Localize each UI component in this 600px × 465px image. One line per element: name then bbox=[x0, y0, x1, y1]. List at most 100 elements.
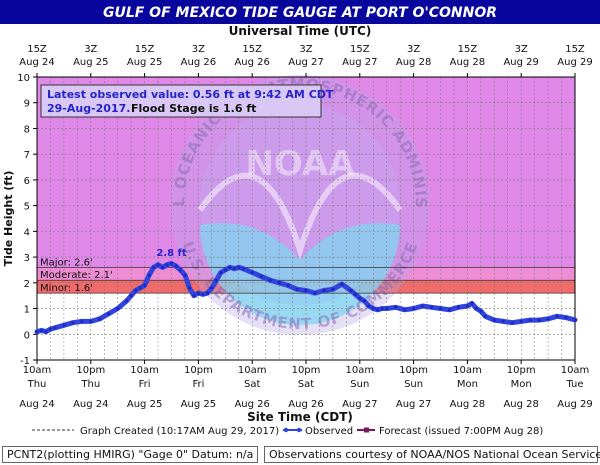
observed-point bbox=[519, 319, 523, 324]
observed-point bbox=[107, 312, 111, 316]
bottom-tick-date: Aug 28 bbox=[450, 399, 485, 410]
observed-point bbox=[169, 261, 174, 266]
observed-line bbox=[34, 261, 578, 335]
observed-point bbox=[80, 319, 84, 324]
y-tick-label: 6 bbox=[24, 176, 30, 187]
top-axis-title: Universal Time (UTC) bbox=[229, 24, 372, 38]
bottom-tick-date: Aug 24 bbox=[19, 399, 54, 410]
bottom-tick-time: 10pm bbox=[507, 365, 536, 376]
top-tick-time: 15Z bbox=[458, 44, 478, 55]
top-tick-date: Aug 29 bbox=[503, 57, 538, 68]
bottom-tick-date: Aug 27 bbox=[396, 399, 431, 410]
y-tick-label: 5 bbox=[24, 202, 30, 213]
observed-point bbox=[412, 306, 416, 311]
observed-point bbox=[429, 305, 434, 309]
observed-point bbox=[125, 299, 129, 303]
label-moderate: Moderate: 2.1' bbox=[40, 270, 113, 281]
observed-point bbox=[362, 299, 366, 303]
observed-point bbox=[501, 319, 505, 324]
bottom-tick-day: Thu bbox=[27, 379, 47, 390]
observed-point bbox=[268, 278, 272, 282]
legend-observed-dot bbox=[283, 427, 289, 433]
observed-point bbox=[313, 291, 317, 295]
observed-point bbox=[129, 294, 133, 298]
observed-point bbox=[210, 286, 214, 290]
bottom-tick-date: Aug 26 bbox=[288, 399, 323, 410]
bottom-tick-date: Aug 28 bbox=[503, 399, 538, 410]
bottom-tick-time: 10am bbox=[561, 365, 590, 376]
observed-point bbox=[376, 308, 380, 312]
top-tick-date: Aug 28 bbox=[450, 57, 485, 68]
latest-value-flood-stage: Flood Stage is 1.6 ft bbox=[131, 102, 256, 115]
observed-point bbox=[483, 314, 487, 318]
noaa-seal-gull bbox=[197, 172, 403, 260]
y-tick-label: 1 bbox=[24, 305, 30, 316]
top-tick-time: 3Z bbox=[84, 44, 97, 55]
observed-point bbox=[546, 317, 550, 321]
observed-point bbox=[353, 292, 357, 296]
observed-point bbox=[528, 318, 532, 322]
top-tick-date: Aug 28 bbox=[396, 57, 431, 68]
observed-point bbox=[237, 265, 241, 269]
observed-point bbox=[394, 305, 398, 309]
top-tick-time: 3Z bbox=[299, 44, 312, 55]
y-tick-label: 7 bbox=[24, 150, 30, 161]
label-major: Major: 2.6' bbox=[40, 257, 93, 268]
observed-point bbox=[322, 288, 326, 293]
bottom-tick-date: Aug 25 bbox=[127, 399, 162, 410]
observed-point bbox=[241, 267, 245, 271]
observed-point bbox=[438, 306, 443, 311]
observed-point bbox=[53, 326, 57, 330]
observed-point bbox=[474, 306, 478, 311]
observed-point bbox=[367, 304, 371, 308]
bottom-tick-time: 10pm bbox=[76, 365, 105, 376]
observed-point bbox=[492, 318, 496, 322]
observed-point bbox=[259, 274, 263, 278]
bottom-tick-day: Sat bbox=[244, 379, 260, 390]
top-tick-date: Aug 24 bbox=[19, 57, 54, 68]
observed-point bbox=[465, 304, 469, 308]
observed-point bbox=[98, 317, 102, 321]
x-axis-label: Site Time (CDT) bbox=[247, 410, 353, 424]
top-tick-time: 3Z bbox=[192, 44, 205, 55]
observed-point bbox=[192, 294, 196, 298]
y-tick-label: 8 bbox=[24, 124, 30, 135]
bottom-tick-date: Aug 29 bbox=[557, 399, 592, 410]
bottom-tick-time: 10pm bbox=[399, 365, 428, 376]
bottom-tick-time: 10am bbox=[130, 365, 159, 376]
y-axis-label: Tide Height (ft) bbox=[2, 171, 15, 267]
legend-created: Graph Created (10:17AM Aug 29, 2017) bbox=[80, 426, 279, 437]
top-tick-date: Aug 25 bbox=[73, 57, 108, 68]
bottom-tick-day: Tue bbox=[565, 379, 583, 390]
bottom-tick-date: Aug 25 bbox=[181, 399, 216, 410]
latest-value-box bbox=[40, 84, 322, 118]
observed-point bbox=[573, 318, 577, 322]
observed-point bbox=[205, 291, 209, 295]
top-tick-time: 15Z bbox=[350, 44, 370, 55]
observed-point bbox=[143, 283, 147, 287]
observed-point bbox=[555, 314, 559, 318]
observed-point bbox=[187, 286, 192, 290]
observed-point bbox=[116, 306, 120, 311]
footer-datum: PCNT2(plotting HMIRG) "Gage 0" Datum: n/… bbox=[2, 446, 258, 463]
observed-point bbox=[151, 265, 156, 269]
observed-point bbox=[510, 321, 514, 325]
observed-point bbox=[295, 287, 299, 291]
top-tick-time: 3Z bbox=[407, 44, 420, 55]
observed-point bbox=[178, 268, 183, 272]
observed-point bbox=[537, 318, 541, 322]
legend-observed: Observed bbox=[305, 426, 353, 437]
latest-value-line1: Latest observed value: 0.56 ft at 9:42 A… bbox=[47, 88, 334, 101]
top-tick-time: 15Z bbox=[242, 44, 262, 55]
bottom-tick-day: Sun bbox=[350, 379, 369, 390]
y-tick-label: 10 bbox=[17, 73, 30, 84]
observed-point bbox=[371, 306, 375, 311]
observed-point bbox=[39, 328, 44, 333]
y-tick-label: 4 bbox=[24, 227, 30, 238]
observed-point bbox=[160, 265, 165, 269]
bottom-tick-time: 10am bbox=[453, 365, 482, 376]
observed-point bbox=[349, 288, 353, 293]
plot-frame bbox=[36, 76, 576, 361]
observed-point bbox=[196, 291, 200, 295]
bottom-tick-date: Aug 24 bbox=[73, 399, 108, 410]
